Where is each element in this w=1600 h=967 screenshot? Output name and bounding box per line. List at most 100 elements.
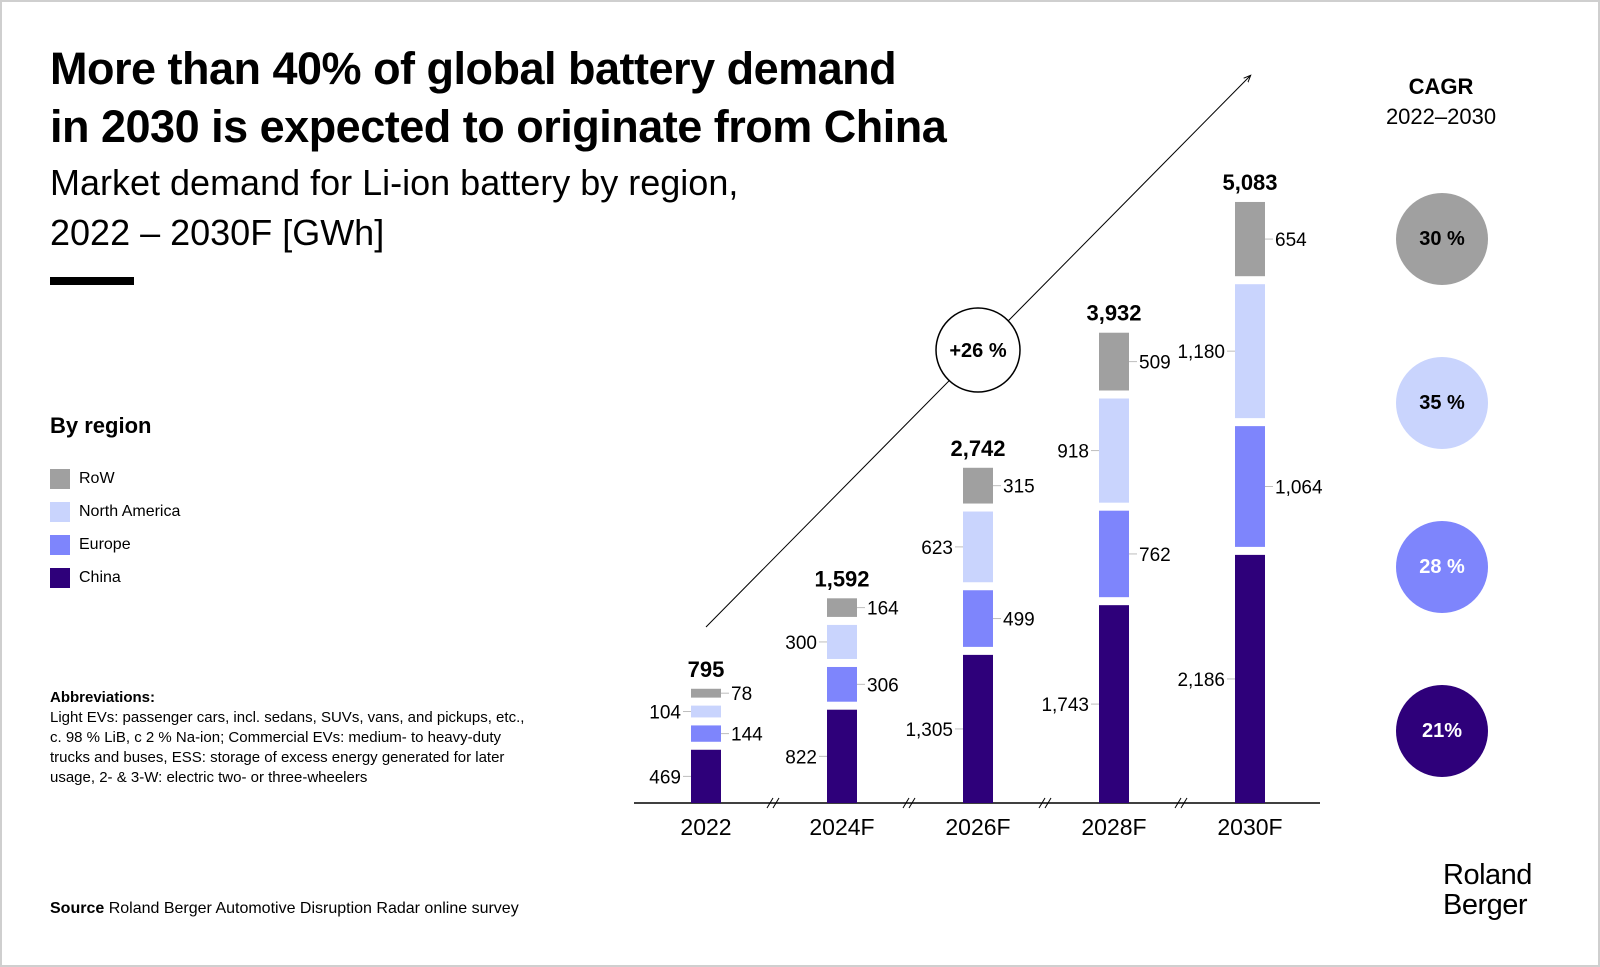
bar-segment-europe [963,590,993,647]
cagr-period: 2022–2030 [1385,104,1497,129]
axis-break-mark [908,797,916,809]
cagr-badge-china: 21% [1396,685,1488,777]
axis-break-mark [766,797,774,809]
bar-segment-europe [827,666,857,702]
legend-item-china: China [50,561,180,594]
data-label: 164 [867,599,899,620]
bar-segment-north-america [963,511,993,583]
bar-segment-north-america [1235,284,1265,419]
bar-segment-china [1099,605,1129,803]
legend-label: RoW [79,469,115,487]
axis-break-mark [772,797,780,809]
axis-break-mark [1174,797,1182,809]
cagr-value: 30 % [1419,227,1465,250]
x-tick-label: 2026F [945,814,1010,840]
x-tick-label: 2028F [1081,814,1146,840]
cagr-value: 35 % [1419,391,1465,414]
cagr-title: CAGR [1408,74,1474,99]
bar-segment-row [1235,201,1265,277]
source-note: Source Roland Berger Automotive Disrupti… [50,900,519,918]
data-label: 918 [1057,442,1089,463]
total-label: 5,083 [1222,170,1277,195]
subtitle-line-1: Market demand for Li-ion battery by regi… [50,162,739,203]
page-title: More than 40% of global battery demand i… [50,40,947,156]
chart-subtitle: Market demand for Li-ion battery by regi… [50,158,738,258]
title-divider [50,277,134,285]
x-tick-label: 2024F [809,814,874,840]
source-text: Roland Berger Automotive Disruption Rada… [108,900,519,917]
total-label: 2,742 [950,436,1005,461]
data-label: 623 [921,538,953,559]
abbreviations-text: Light EVs: passenger cars, incl. sedans,… [50,709,525,786]
growth-annotation-label: +26 % [949,340,1006,362]
source-label: Source [50,900,105,917]
bar-segment-north-america [691,705,721,718]
roland-berger-logo: Roland Berger [1443,860,1532,920]
legend-item-row: RoW [50,462,180,495]
bar-segment-row [827,598,857,617]
data-label: 469 [649,767,681,788]
data-label: 1,064 [1275,478,1323,499]
legend-item-europe: Europe [50,528,180,561]
data-label: 300 [785,633,817,654]
data-label: 104 [649,703,681,724]
axis-break-mark [1038,797,1046,809]
legend-swatch-north-america [50,501,70,522]
data-label: 822 [785,747,817,768]
bar-segment-europe [691,725,721,742]
total-label: 3,932 [1086,301,1141,326]
legend-title: By region [50,413,152,438]
legend-swatch-china [50,567,70,588]
abbreviations-note: Abbreviations: Light EVs: passenger cars… [50,688,540,788]
title-line-1: More than 40% of global battery demand [50,43,897,94]
total-label: 1,592 [814,566,869,591]
data-label: 144 [731,725,763,746]
data-label: 2,186 [1177,670,1225,691]
growth-annotation-circle [935,307,1021,393]
cagr-badge-row: 30 % [1396,193,1488,285]
data-label: 78 [731,684,752,705]
bar-segment-china [827,709,857,803]
abbreviations-title: Abbreviations: [50,689,156,706]
legend-label: China [79,568,121,586]
legend-swatch-row [50,468,70,489]
legend-swatch-europe [50,534,70,555]
bar-segment-north-america [827,624,857,659]
data-label: 1,305 [905,720,953,741]
data-label: 315 [1003,477,1035,498]
cagr-badge-europe: 28 % [1396,521,1488,613]
data-label: 306 [867,675,899,696]
bar-segment-china [1235,554,1265,803]
legend-label: North America [79,502,181,520]
legend-item-north-america: North America [50,495,180,528]
title-line-2: in 2030 is expected to originate from Ch… [50,101,947,152]
legend: RoW North America Europe China [50,462,180,594]
bar-segment-row [963,467,993,504]
cagr-value: 28 % [1419,555,1465,578]
logo-line-2: Berger [1443,889,1528,921]
cagr-header: CAGR 2022–2030 [1360,74,1522,130]
data-label: 762 [1139,545,1171,566]
axis-break-mark [1180,797,1188,809]
bar-segment-row [1099,332,1129,391]
bar-segment-row [691,688,721,698]
data-label: 1,743 [1041,695,1089,716]
x-tick-label: 2022 [680,814,731,840]
data-label: 1,180 [1177,342,1225,363]
bar-segment-europe [1235,426,1265,547]
data-label: 509 [1139,353,1171,374]
data-label: 499 [1003,610,1035,631]
axis-break-mark [902,797,910,809]
legend-label: Europe [79,535,131,553]
x-tick-label: 2030F [1217,814,1282,840]
subtitle-line-2: 2022 – 2030F [GWh] [50,212,385,253]
cagr-value: 21% [1421,719,1463,742]
cagr-badge-north-america: 35 % [1396,357,1488,449]
total-label: 795 [688,657,725,682]
bar-segment-north-america [1099,398,1129,503]
bar-segment-china [691,749,721,803]
logo-line-1: Roland [1443,859,1532,891]
bar-segment-china [963,654,993,803]
data-label: 654 [1275,230,1307,251]
